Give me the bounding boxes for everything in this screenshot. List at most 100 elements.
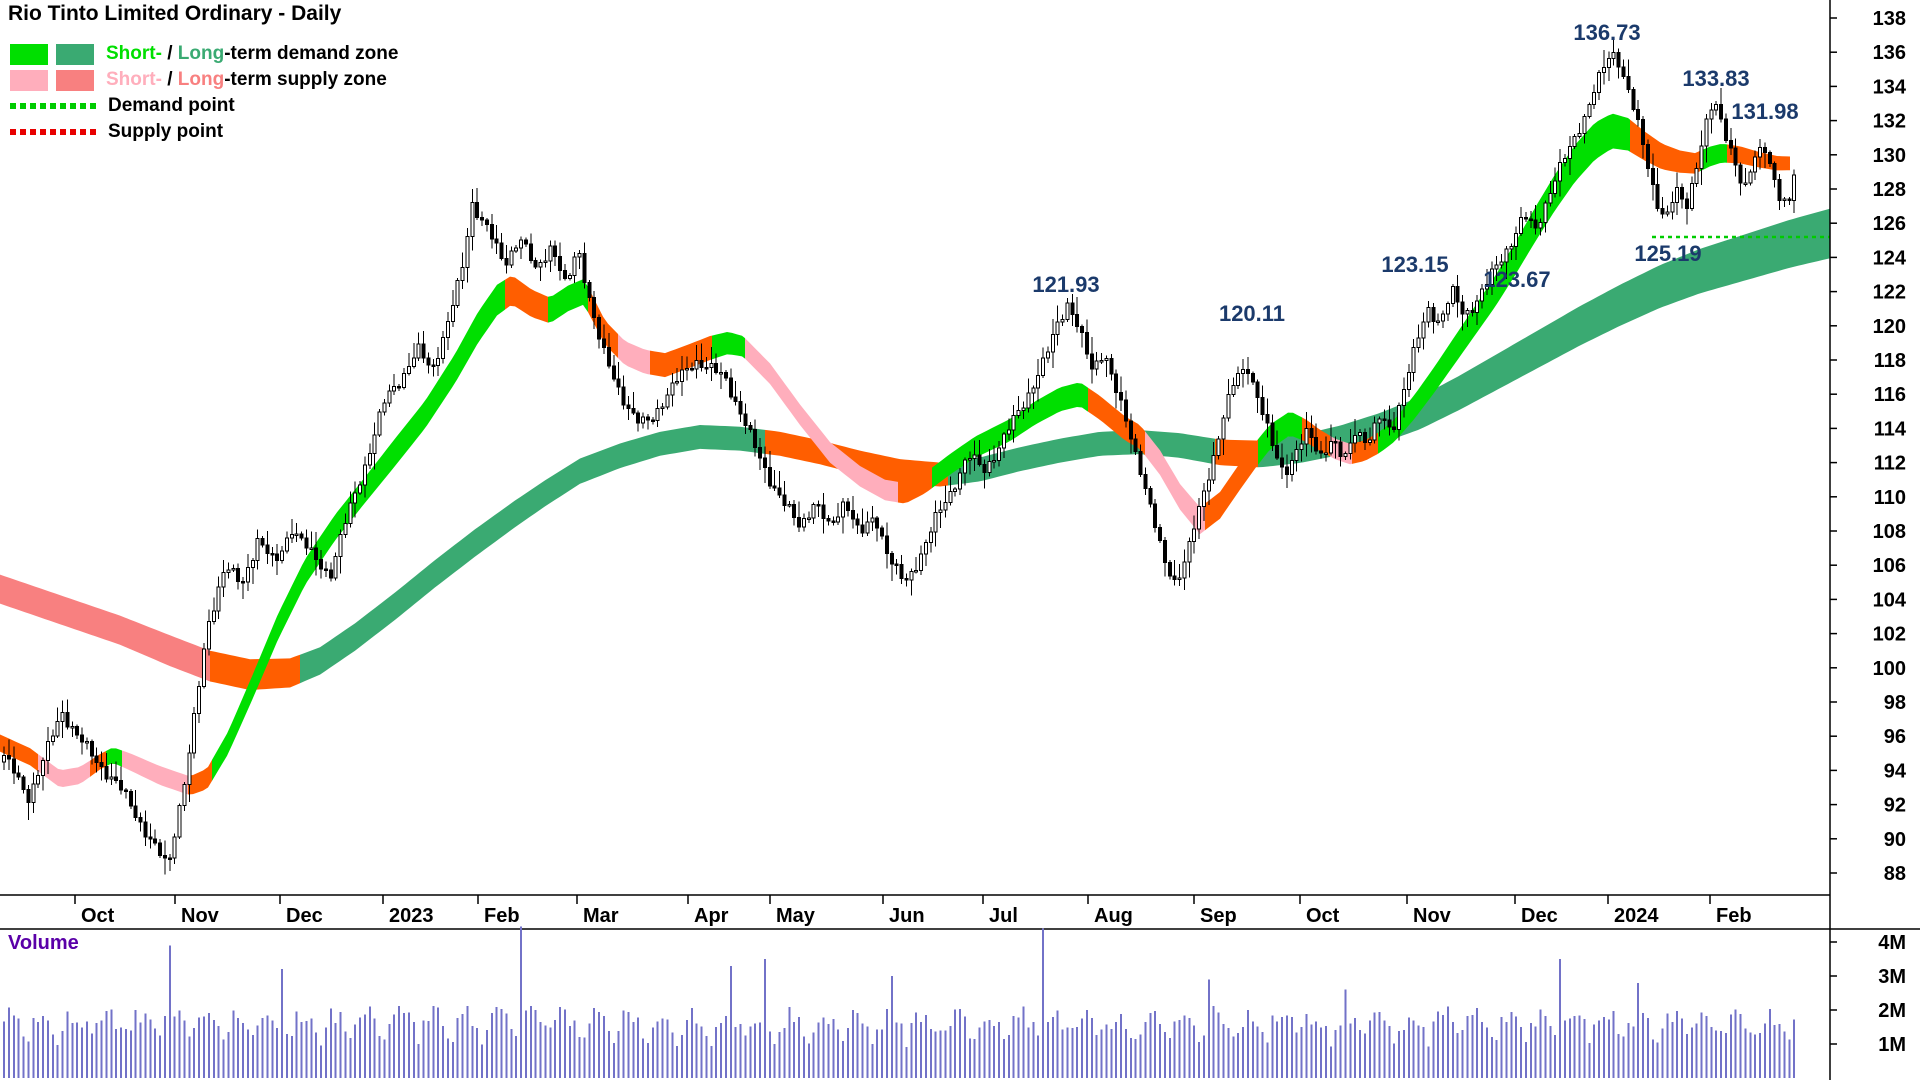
volume-bar	[1695, 1023, 1698, 1078]
candle-down	[158, 842, 163, 857]
candle-down	[89, 741, 94, 757]
candle-up	[1748, 171, 1753, 184]
volume-bar	[573, 1020, 576, 1078]
candle-down	[645, 416, 650, 421]
volume-bar	[1144, 1022, 1147, 1078]
volume-bar	[802, 1036, 805, 1078]
candle-down	[631, 408, 636, 414]
candle-up	[1377, 418, 1382, 424]
candle-up	[1611, 51, 1616, 60]
volume-bar	[1559, 959, 1562, 1078]
volume-bar	[56, 1044, 59, 1078]
volume-bar	[1646, 1017, 1649, 1078]
candle-down	[587, 282, 592, 298]
volume-bar	[924, 1014, 927, 1078]
candle-up	[1567, 146, 1572, 160]
candle-up	[1601, 66, 1606, 74]
candle-up	[577, 252, 582, 258]
month-label: Feb	[484, 905, 520, 927]
candle-up	[1538, 221, 1543, 229]
ribbon-segment-green	[548, 279, 588, 323]
ribbon-segment-salmon	[0, 574, 210, 682]
volume-bar	[193, 1027, 196, 1078]
volume-bar	[163, 1015, 166, 1078]
volume-bar	[1607, 1019, 1610, 1078]
volume-bar	[632, 1021, 635, 1078]
candle-up	[909, 570, 914, 581]
volume-bar	[1359, 1029, 1362, 1078]
candle-down	[831, 520, 836, 523]
volume-bar	[466, 1006, 469, 1078]
candle-down	[26, 789, 31, 804]
volume-bar	[173, 1016, 176, 1078]
candle-down	[738, 400, 743, 415]
candle-up	[1592, 92, 1597, 105]
candle-down	[265, 544, 270, 555]
candle-up	[1406, 371, 1411, 390]
candle-up	[280, 550, 285, 562]
volume-bar	[534, 1010, 537, 1078]
volume-bar	[1656, 1042, 1659, 1078]
volume-bar	[1344, 989, 1347, 1078]
candle-up	[1294, 448, 1299, 461]
volume-bar	[1173, 1021, 1176, 1078]
volume-bar	[1437, 1011, 1440, 1078]
volume-bar	[505, 1013, 508, 1078]
volume-bar	[402, 1013, 405, 1078]
candle-down	[1362, 431, 1367, 444]
volume-bar	[446, 1038, 449, 1078]
volume-bar	[7, 1007, 10, 1078]
candle-down	[1616, 51, 1621, 68]
candle-down	[241, 580, 246, 584]
price-axis-label: 122	[1873, 282, 1906, 304]
candle-up	[1489, 268, 1494, 285]
candle-down	[860, 524, 865, 534]
month-label: Nov	[181, 905, 220, 927]
legend-row-supply-point: Supply point	[10, 120, 398, 144]
candle-up	[211, 610, 216, 623]
volume-bar	[1485, 1027, 1488, 1078]
candle-down	[743, 413, 748, 426]
volume-bar	[895, 1022, 898, 1078]
candle-up	[387, 390, 392, 404]
volume-bar	[607, 1030, 610, 1078]
volume-bar	[622, 1010, 625, 1078]
volume-bar	[1124, 1028, 1127, 1078]
candle-up	[1426, 306, 1431, 323]
volume-bar	[1744, 1028, 1747, 1078]
candle-up	[1597, 72, 1602, 94]
ribbon-segment-green	[1700, 144, 1727, 172]
price-axis-label: 134	[1873, 76, 1907, 98]
candle-up	[367, 452, 372, 466]
candle-down	[1148, 488, 1153, 505]
candle-up	[192, 712, 197, 754]
candle-up	[811, 504, 816, 519]
candle-up	[1206, 479, 1211, 492]
candle-up	[401, 372, 406, 388]
candle-up	[1562, 158, 1567, 163]
candle-up	[675, 381, 680, 384]
candle-down	[1070, 302, 1075, 316]
volume-bar	[437, 1007, 440, 1078]
volume-bar	[651, 1027, 654, 1078]
month-label: Nov	[1413, 905, 1452, 927]
volume-bar	[427, 1021, 430, 1078]
candle-up	[1099, 360, 1104, 363]
candle-up	[1450, 286, 1455, 305]
volume-bar	[1398, 1030, 1401, 1078]
volume-bar	[1768, 1008, 1771, 1078]
candle-down	[236, 568, 241, 582]
candle-up	[548, 245, 553, 262]
candle-up	[836, 516, 841, 523]
volume-bar	[178, 1010, 181, 1078]
volume-bar	[271, 1020, 274, 1078]
ribbon-segment-orange	[765, 429, 948, 487]
candle-down	[1733, 147, 1738, 166]
volume-bar	[1681, 1018, 1684, 1078]
candle-down	[816, 504, 821, 507]
volume-bar	[105, 1010, 108, 1078]
volume-bar	[681, 1035, 684, 1078]
volume-bar	[1295, 1032, 1298, 1078]
